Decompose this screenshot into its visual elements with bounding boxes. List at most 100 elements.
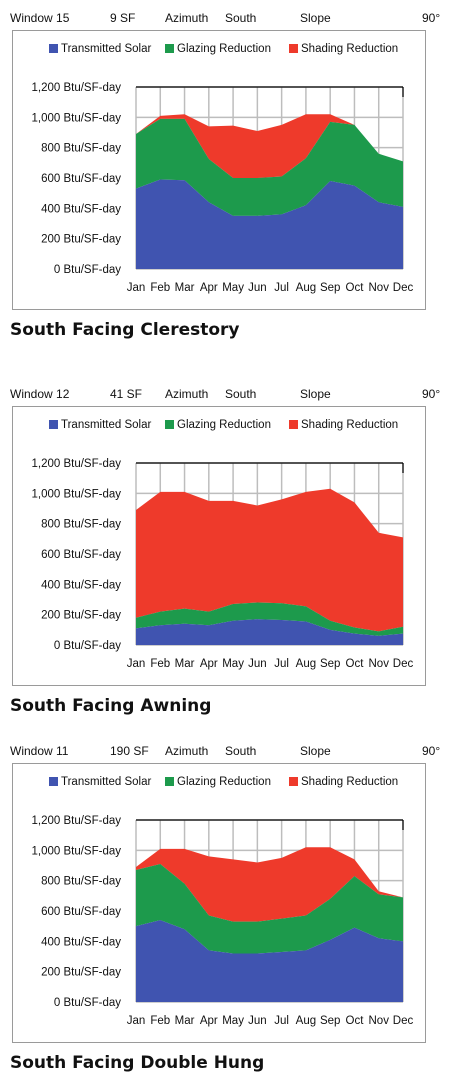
x-tick-label: Jun [248, 1015, 267, 1027]
chart-panel: Transmitted Solar Glazing Reduction Shadin… [12, 30, 426, 310]
legend-item: Shading Reduction [289, 419, 398, 431]
y-tick-label: 200 Btu/SF-day [41, 967, 121, 979]
y-tick-label: 1,200 Btu/SF-day [32, 458, 122, 470]
y-tick-label: 0 Btu/SF-day [54, 264, 121, 276]
window-name: Window 12 [10, 387, 70, 401]
area-chart: 0 Btu/SF-day 200 Btu/SF-day 400 Btu/SF-day… [32, 458, 414, 670]
x-tick-label: Apr [200, 282, 218, 294]
window-area: 190 SF [110, 744, 149, 758]
legend-label: Transmitted Solar [61, 419, 152, 431]
chart-caption: South Facing Clerestory [10, 320, 240, 340]
legend-label: Shading Reduction [301, 419, 399, 431]
legend-swatch [165, 420, 174, 429]
x-tick-label: Apr [200, 658, 218, 670]
x-tick-label: Jul [274, 1015, 289, 1027]
azimuth-value: South [225, 387, 257, 401]
y-tick-label: 800 Btu/SF-day [41, 143, 121, 155]
x-tick-label: Aug [296, 1015, 316, 1027]
legend-item: Shading Reduction [289, 776, 398, 788]
x-tick-label: Mar [175, 282, 195, 294]
x-tick-label: Dec [393, 1015, 414, 1027]
window-area: 41 SF [110, 387, 143, 401]
chart-section-awning: Window 12 41 SF Azimuth South Slope 90° Transm… [0, 384, 450, 724]
legend-swatch [165, 44, 174, 53]
x-tick-label: Jan [127, 1015, 146, 1027]
legend-swatch [289, 777, 298, 786]
x-tick-label: Aug [296, 282, 316, 294]
chart-section-double-hung: Window 11 190 SF Azimuth South Slope 90° Trans… [0, 741, 450, 1081]
y-tick-label: 200 Btu/SF-day [41, 610, 121, 622]
x-tick-label: May [222, 658, 244, 670]
chart-panel: Transmitted Solar Glazing Reduction Shadin… [12, 763, 426, 1043]
window-header: Window 11 190 SF Azimuth South Slope 90° [0, 741, 450, 761]
legend-label: Transmitted Solar [61, 776, 152, 788]
x-tick-label: Feb [150, 1015, 170, 1027]
legend-item: Glazing Reduction [165, 419, 271, 431]
x-tick-label: Sep [320, 658, 340, 670]
azimuth-label: Azimuth [165, 11, 209, 25]
legend-swatch [289, 44, 298, 53]
area-series-transmitted-solar [136, 920, 403, 1002]
legend-swatch [49, 777, 58, 786]
y-tick-label: 1,200 Btu/SF-day [32, 82, 122, 94]
azimuth-label: Azimuth [165, 387, 209, 401]
slope-value: 90° [422, 11, 441, 25]
area-series-glazing-reduction [136, 602, 403, 636]
x-tick-label: Sep [320, 282, 340, 294]
x-tick-label: Mar [175, 1015, 195, 1027]
legend-label: Glazing Reduction [177, 776, 271, 788]
legend-item: Glazing Reduction [165, 776, 271, 788]
slope-label: Slope [300, 387, 331, 401]
window-name: Window 15 [10, 11, 70, 25]
x-tick-label: Jun [248, 658, 267, 670]
x-tick-label: Nov [369, 282, 390, 294]
x-tick-label: Dec [393, 658, 414, 670]
y-tick-label: 800 Btu/SF-day [41, 519, 121, 531]
y-tick-label: 1,000 Btu/SF-day [32, 488, 122, 500]
area-series-transmitted-solar [136, 179, 403, 269]
legend-item: Glazing Reduction [165, 43, 271, 55]
x-tick-label: Nov [369, 658, 390, 670]
y-tick-label: 200 Btu/SF-day [41, 234, 121, 246]
x-tick-label: Jul [274, 282, 289, 294]
legend-swatch [165, 777, 174, 786]
azimuth-value: South [225, 744, 257, 758]
y-tick-label: 600 Btu/SF-day [41, 173, 121, 185]
x-tick-label: Oct [346, 282, 365, 294]
area-series-shading-reduction [136, 488, 403, 632]
legend-item: Transmitted Solar [49, 43, 151, 55]
legend-item: Transmitted Solar [49, 419, 151, 431]
chart-legend: Transmitted Solar Glazing Reduction Shadin… [13, 419, 427, 435]
window-header: Window 12 41 SF Azimuth South Slope 90° [0, 384, 450, 404]
x-tick-label: Feb [150, 658, 170, 670]
chart-section-clerestory: Window 15 9 SF Azimuth South Slope 90° Transmi… [0, 8, 450, 348]
x-tick-label: Jul [274, 658, 289, 670]
y-tick-label: 0 Btu/SF-day [54, 640, 121, 652]
legend-label: Shading Reduction [301, 776, 399, 788]
window-area: 9 SF [110, 11, 136, 25]
chart-caption: South Facing Double Hung [10, 1053, 265, 1073]
x-tick-label: Jun [248, 282, 267, 294]
azimuth-value: South [225, 11, 257, 25]
x-tick-label: Sep [320, 1015, 340, 1027]
y-tick-label: 0 Btu/SF-day [54, 997, 121, 1009]
chart-caption: South Facing Awning [10, 696, 212, 716]
y-tick-label: 1,000 Btu/SF-day [32, 845, 122, 857]
x-tick-label: Oct [346, 658, 365, 670]
y-tick-label: 600 Btu/SF-day [41, 549, 121, 561]
slope-label: Slope [300, 11, 331, 25]
y-tick-label: 400 Btu/SF-day [41, 203, 121, 215]
y-tick-label: 400 Btu/SF-day [41, 579, 121, 591]
azimuth-label: Azimuth [165, 744, 209, 758]
y-tick-label: 600 Btu/SF-day [41, 906, 121, 918]
legend-label: Glazing Reduction [177, 43, 271, 55]
legend-swatch [49, 420, 58, 429]
x-tick-label: Nov [369, 1015, 390, 1027]
x-tick-label: Feb [150, 282, 170, 294]
y-tick-label: 800 Btu/SF-day [41, 876, 121, 888]
x-tick-label: May [222, 1015, 244, 1027]
area-chart: 0 Btu/SF-day 200 Btu/SF-day 400 Btu/SF-day… [32, 815, 414, 1027]
x-tick-label: May [222, 282, 244, 294]
x-tick-label: Jan [127, 658, 146, 670]
slope-value: 90° [422, 744, 441, 758]
